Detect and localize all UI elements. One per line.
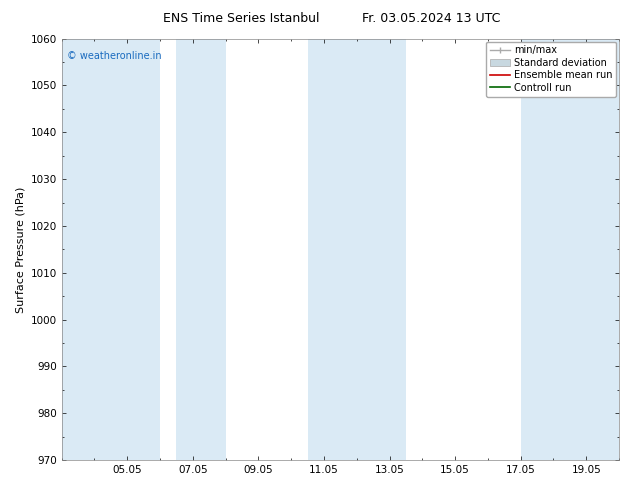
Text: © weatheronline.in: © weatheronline.in — [67, 51, 162, 61]
Bar — [521, 39, 619, 460]
Bar — [307, 39, 406, 460]
Y-axis label: Surface Pressure (hPa): Surface Pressure (hPa) — [15, 186, 25, 313]
Text: ENS Time Series Istanbul: ENS Time Series Istanbul — [163, 12, 319, 25]
Legend: min/max, Standard deviation, Ensemble mean run, Controll run: min/max, Standard deviation, Ensemble me… — [486, 42, 616, 97]
Bar — [176, 39, 226, 460]
Bar — [61, 39, 160, 460]
Text: Fr. 03.05.2024 13 UTC: Fr. 03.05.2024 13 UTC — [362, 12, 500, 25]
